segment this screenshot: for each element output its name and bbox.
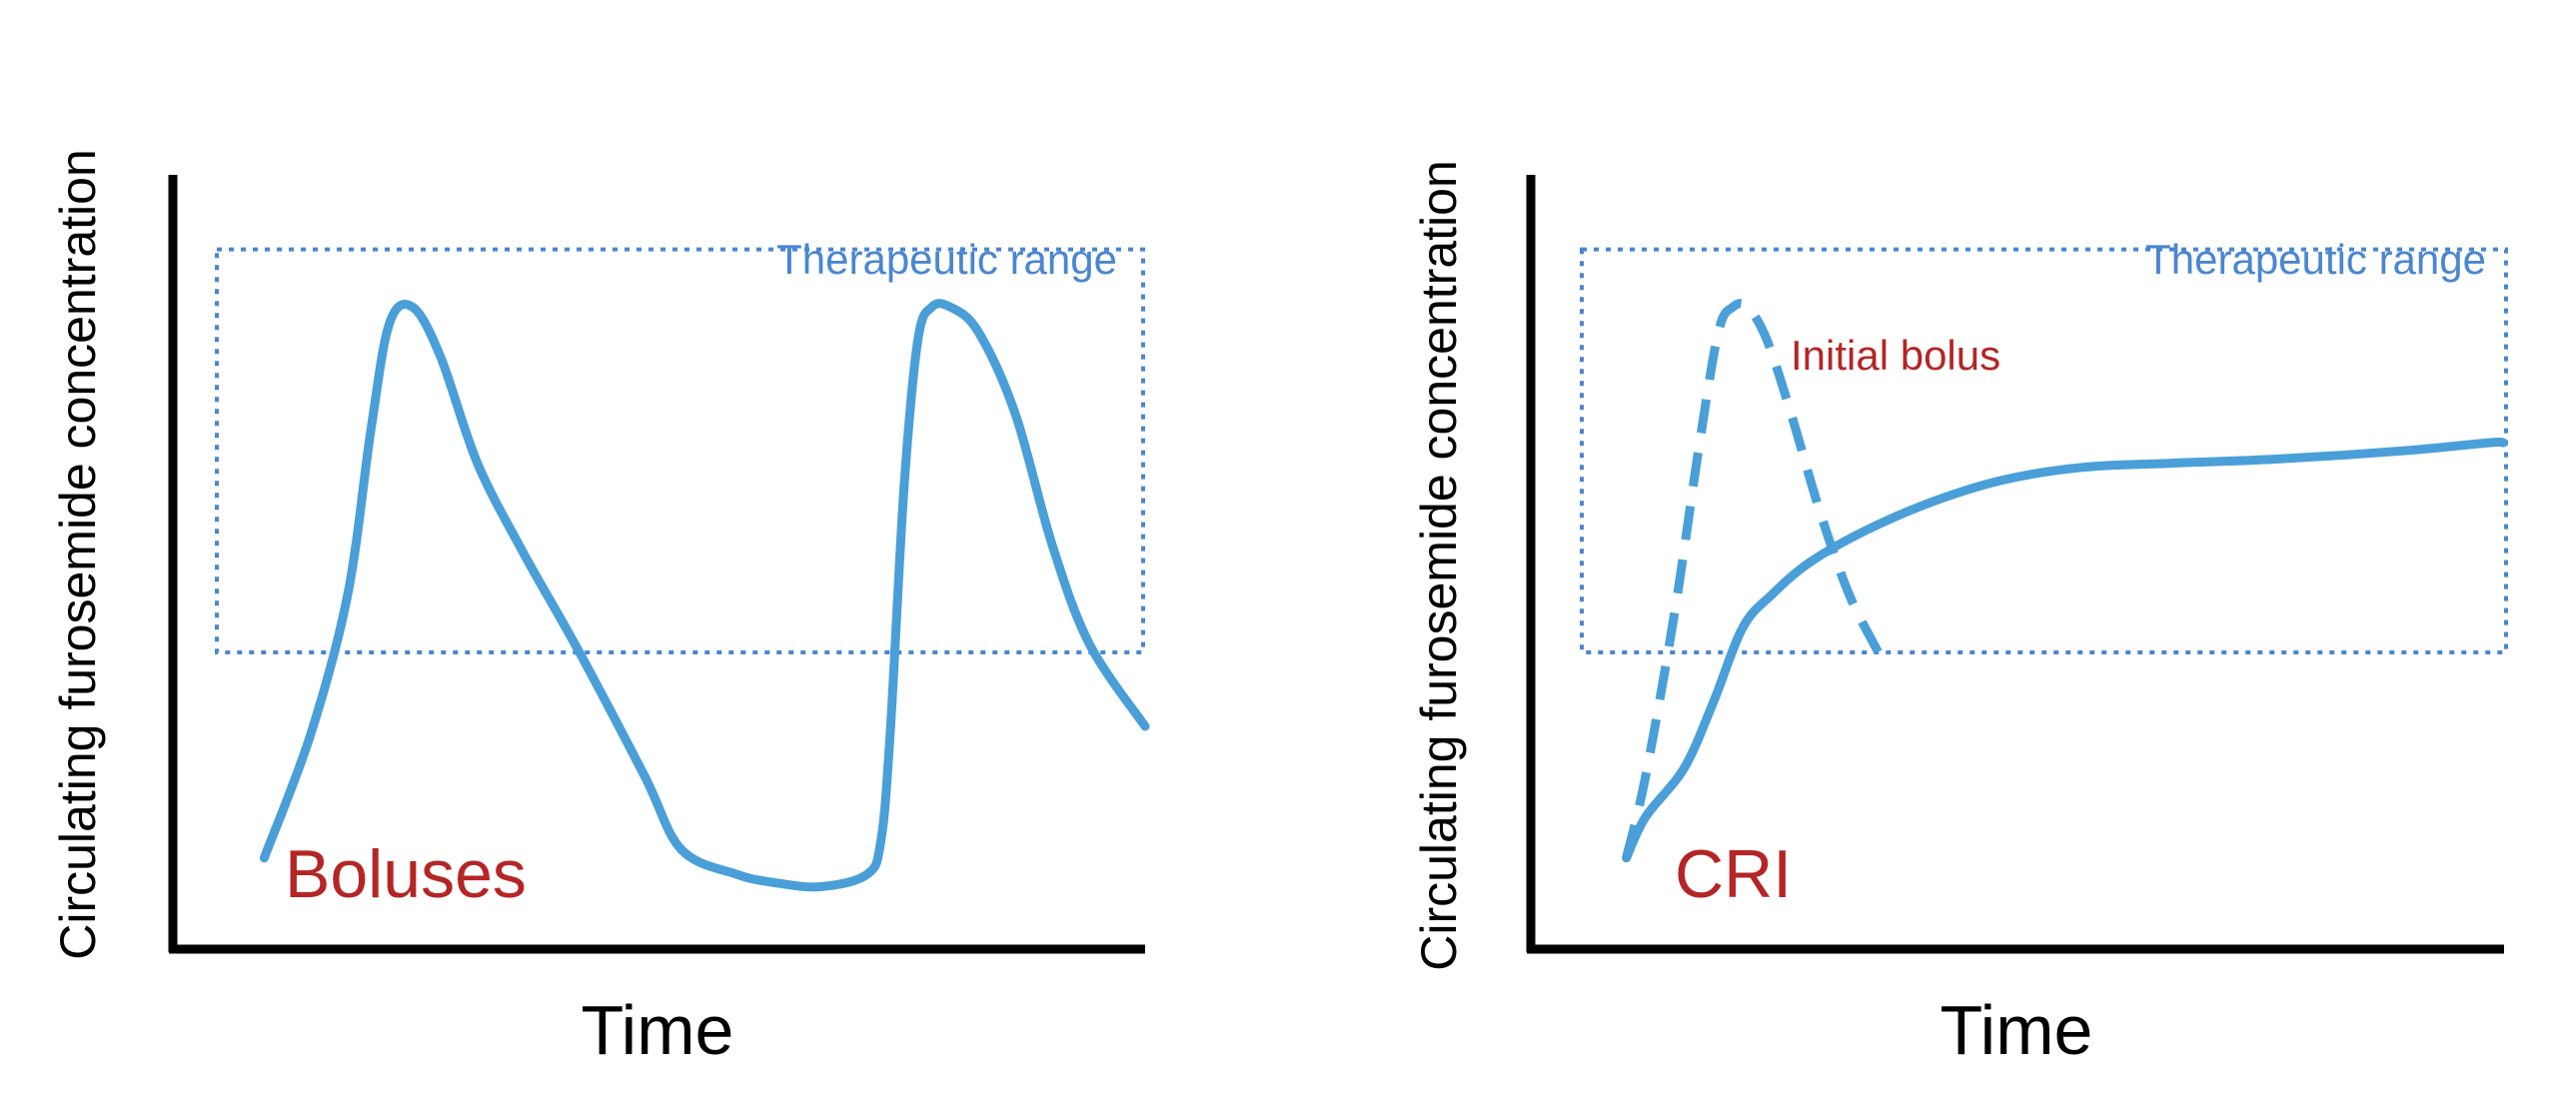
cri-therapeutic-range-label: Therapeutic range xyxy=(2145,236,2486,283)
cri-chart: Circulating furosemide concentration The… xyxy=(1411,160,2508,1069)
cri-y-axis-label: Circulating furosemide concentration xyxy=(1411,160,1467,971)
initial-bolus-curve xyxy=(1622,299,1883,859)
cri-concentration-curve xyxy=(1622,437,2508,863)
boluses-therapeutic-range-label: Therapeutic range xyxy=(776,236,1117,283)
cri-x-axis-label: Time xyxy=(1940,991,2093,1069)
boluses-concentration-curve xyxy=(259,299,1150,892)
boluses-chart: Circulating furosemide concentration The… xyxy=(50,149,1150,1069)
boluses-panel-label: Boluses xyxy=(285,836,527,912)
cri-therapeutic-range xyxy=(1580,247,2508,654)
boluses-x-axis-label: Time xyxy=(582,991,734,1069)
boluses-y-axis-label: Circulating furosemide concentration xyxy=(50,149,106,960)
boluses-therapeutic-range xyxy=(215,247,1145,654)
initial-bolus-annotation: Initial bolus xyxy=(1791,332,2000,379)
cri-panel-label: CRI xyxy=(1675,836,1792,912)
